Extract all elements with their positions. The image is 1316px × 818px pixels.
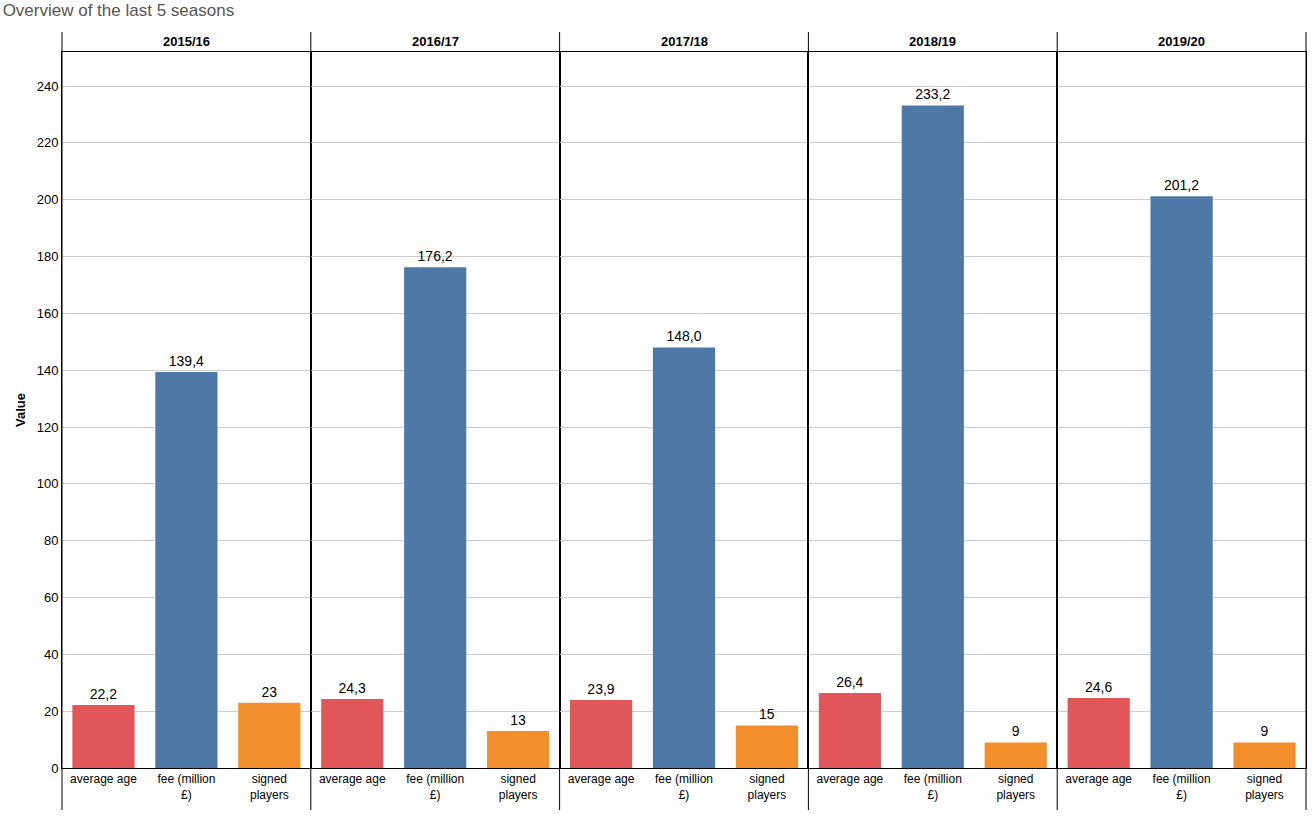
svg-text:average age: average age <box>817 772 884 786</box>
svg-text:fee (million£): fee (million£) <box>1153 772 1211 802</box>
svg-text:140: 140 <box>37 363 59 378</box>
svg-text:26,4: 26,4 <box>836 674 863 690</box>
svg-text:fee (million£): fee (million£) <box>157 772 215 802</box>
svg-text:148,0: 148,0 <box>666 328 701 344</box>
svg-text:2017/18: 2017/18 <box>661 34 708 49</box>
svg-text:signedplayers: signedplayers <box>1245 772 1284 802</box>
svg-text:40: 40 <box>44 647 58 662</box>
svg-text:2019/20: 2019/20 <box>1158 34 1205 49</box>
svg-text:2016/17: 2016/17 <box>412 34 459 49</box>
svg-text:180: 180 <box>37 249 59 264</box>
svg-text:24,3: 24,3 <box>339 680 366 696</box>
svg-text:2015/16: 2015/16 <box>163 34 210 49</box>
svg-text:20: 20 <box>44 704 58 719</box>
svg-text:240: 240 <box>37 79 59 94</box>
svg-text:signedplayers: signedplayers <box>996 772 1035 802</box>
svg-text:176,2: 176,2 <box>418 248 453 264</box>
svg-text:60: 60 <box>44 590 58 605</box>
svg-text:fee (million£): fee (million£) <box>406 772 464 802</box>
svg-text:233,2: 233,2 <box>915 86 950 102</box>
svg-text:100: 100 <box>37 476 59 491</box>
svg-text:0: 0 <box>51 761 58 776</box>
svg-text:24,6: 24,6 <box>1085 679 1112 695</box>
svg-text:139,4: 139,4 <box>169 353 204 369</box>
svg-text:signedplayers: signedplayers <box>748 772 787 802</box>
svg-text:22,2: 22,2 <box>90 686 117 702</box>
svg-text:fee (million£): fee (million£) <box>655 772 713 802</box>
svg-text:average age: average age <box>1065 772 1132 786</box>
svg-text:9: 9 <box>1261 723 1269 739</box>
svg-text:average age: average age <box>70 772 137 786</box>
svg-text:160: 160 <box>37 306 59 321</box>
svg-text:80: 80 <box>44 533 58 548</box>
svg-text:120: 120 <box>37 420 59 435</box>
svg-text:15: 15 <box>759 706 775 722</box>
svg-text:average age: average age <box>568 772 635 786</box>
svg-text:200: 200 <box>37 192 59 207</box>
svg-text:Overview of the last 5 seasons: Overview of the last 5 seasons <box>3 1 235 20</box>
svg-text:signedplayers: signedplayers <box>499 772 538 802</box>
svg-text:201,2: 201,2 <box>1164 177 1199 193</box>
svg-text:fee (million£): fee (million£) <box>904 772 962 802</box>
svg-text:2018/19: 2018/19 <box>909 34 956 49</box>
svg-text:13: 13 <box>510 712 526 728</box>
svg-text:Value: Value <box>13 393 28 427</box>
svg-text:signedplayers: signedplayers <box>250 772 289 802</box>
svg-text:9: 9 <box>1012 723 1020 739</box>
svg-text:average age: average age <box>319 772 386 786</box>
svg-text:220: 220 <box>37 135 59 150</box>
svg-text:23,9: 23,9 <box>587 681 614 697</box>
svg-text:23: 23 <box>261 684 277 700</box>
